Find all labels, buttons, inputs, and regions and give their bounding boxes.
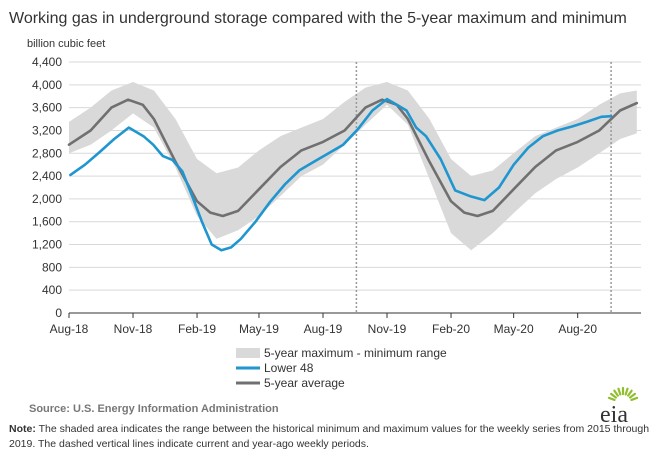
y-tick-label: 2,000 [32, 192, 62, 206]
axes-layer: 0 400 800 1,200 1,600 2,000 2,400 2,800 3,200 3,6… [32, 55, 641, 336]
x-tick-label: Aug-19 [304, 322, 343, 336]
x-tick-label: Feb-19 [178, 322, 216, 336]
y-tick-label: 1,600 [32, 215, 62, 229]
x-tick-label: Nov-19 [368, 322, 407, 336]
dashed-lines-layer [355, 62, 612, 313]
y-tick-label: 4,000 [32, 78, 62, 92]
x-tick-label: Aug-18 [50, 322, 89, 336]
series-5-year-average-line [67, 98, 639, 218]
series-lower-48-line [69, 97, 613, 252]
eia-logo: eia [600, 386, 639, 426]
logo-ray [617, 387, 622, 396]
y-tick-label: 2,800 [32, 146, 62, 160]
logo-ray [627, 389, 633, 397]
x-tick-label: Nov-18 [114, 322, 153, 336]
y-tick-label: 0 [55, 306, 62, 320]
logo-ray [607, 396, 616, 402]
y-tick-label: 3,600 [32, 101, 62, 115]
legend-range-label: 5-year maximum - minimum range [264, 346, 447, 360]
x-tick-label: Aug-20 [558, 322, 597, 336]
chart-title: Working gas in underground storage compa… [9, 10, 627, 27]
x-tick-label: May-20 [494, 322, 534, 336]
x-tick-label: Feb-20 [432, 322, 470, 336]
eia-logo-text: eia [600, 402, 628, 426]
source-text: Source: U.S. Energy Information Administ… [29, 403, 279, 415]
note-text: Note: The shaded area indicates the rang… [9, 422, 659, 452]
y-tick-label: 4,400 [32, 55, 62, 69]
logo-ray [630, 396, 639, 402]
y-tick-label: 2,400 [32, 169, 62, 183]
eia-logo-sunburst-icon [607, 386, 639, 402]
note-body: The shaded area indicates the range betw… [9, 423, 650, 450]
logo-ray [609, 392, 617, 399]
y-axis-unit-label: billion cubic feet [27, 38, 106, 50]
y-tick-label: 800 [42, 260, 62, 274]
legend-lower-48-label: Lower 48 [264, 361, 314, 375]
logo-ray [613, 389, 619, 397]
x-tick-label: May-19 [239, 322, 279, 336]
legend-average-label: 5-year average [264, 376, 345, 390]
note-label: Note: [9, 423, 36, 435]
legend-range-swatch [236, 348, 260, 358]
y-tick-label: 3,200 [32, 123, 62, 137]
y-tick-label: 400 [42, 283, 62, 297]
series-layer [67, 97, 639, 252]
logo-ray [629, 392, 637, 399]
y-tick-label: 1,200 [32, 238, 62, 252]
storage-chart: 0 400 800 1,200 1,600 2,000 2,400 2,800 3,200 3,6… [32, 55, 641, 390]
logo-ray [624, 387, 629, 396]
